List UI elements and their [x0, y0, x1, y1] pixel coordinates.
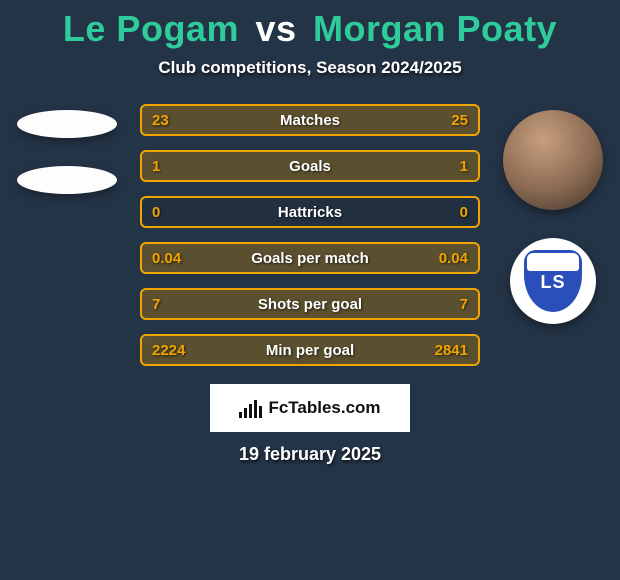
branding-bar: [259, 406, 262, 418]
subtitle: Club competitions, Season 2024/2025: [0, 58, 620, 78]
player2-avatar: [503, 110, 603, 210]
stat-row: 1Goals1: [140, 150, 480, 182]
stat-value-right: 1: [428, 158, 468, 175]
branding-bar: [244, 408, 247, 418]
lausanne-badge-icon: [524, 250, 582, 312]
stat-value-left: 0.04: [152, 250, 192, 267]
branding-box: FcTables.com: [210, 384, 410, 432]
player1-club-placeholder: [17, 166, 117, 194]
branding-bars-icon: [239, 398, 262, 418]
stat-value-left: 7: [152, 296, 192, 313]
stat-value-right: 0.04: [428, 250, 468, 267]
stat-value-left: 2224: [152, 342, 192, 359]
branding-text: FcTables.com: [268, 398, 380, 418]
stat-value-right: 25: [428, 112, 468, 129]
stat-value-right: 2841: [428, 342, 468, 359]
left-column: [12, 104, 122, 194]
footer-date: 19 february 2025: [0, 444, 620, 465]
right-column: [498, 104, 608, 324]
stat-value-right: 7: [428, 296, 468, 313]
vs-label: vs: [255, 8, 296, 49]
stats-list: 23Matches25 1Goals1 0Hattricks0 0.04Goals p…: [140, 104, 480, 366]
player1-avatar-placeholder: [17, 110, 117, 138]
stat-value-left: 0: [152, 204, 192, 221]
player1-name: Le Pogam: [63, 8, 239, 49]
comparison-card: Le Pogam vs Morgan Poaty Club competitio…: [0, 0, 620, 465]
stat-value-left: 23: [152, 112, 192, 129]
stat-value-right: 0: [428, 204, 468, 221]
branding-bar: [254, 400, 257, 418]
stat-row: 2224Min per goal2841: [140, 334, 480, 366]
stat-row: 0Hattricks0: [140, 196, 480, 228]
stat-row: 0.04Goals per match0.04: [140, 242, 480, 274]
player2-name: Morgan Poaty: [313, 8, 557, 49]
stat-value-left: 1: [152, 158, 192, 175]
stat-row: 7Shots per goal7: [140, 288, 480, 320]
branding-bar: [249, 404, 252, 418]
branding-bar: [239, 412, 242, 418]
stat-row: 23Matches25: [140, 104, 480, 136]
player2-club-badge: [510, 238, 596, 324]
title: Le Pogam vs Morgan Poaty: [0, 8, 620, 50]
content-row: 23Matches25 1Goals1 0Hattricks0 0.04Goals p…: [0, 104, 620, 366]
